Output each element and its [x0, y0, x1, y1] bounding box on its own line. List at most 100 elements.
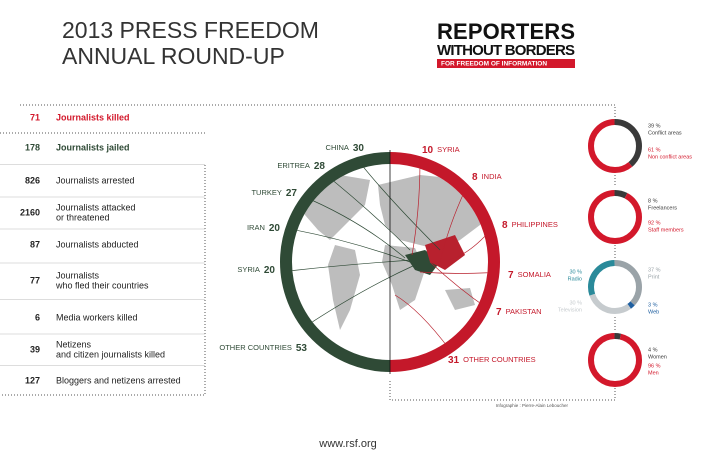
donut-segment	[588, 190, 642, 244]
donut-label: Non conflict areas	[648, 154, 692, 160]
ring-killed	[389, 152, 500, 372]
donut-segment	[588, 333, 642, 387]
donut-value: 3 %	[648, 302, 658, 308]
country-count: 31	[448, 355, 460, 366]
donut-value: 37 %	[648, 267, 661, 273]
donut-value: 30 %	[569, 300, 582, 306]
stat-label: who fled their countries	[55, 280, 149, 290]
country-killed: 31 OTHER COUNTRIES	[448, 355, 536, 366]
country-name: ERITREA	[277, 161, 310, 170]
country-name: SOMALIA	[518, 270, 551, 279]
country-name: INDIA	[482, 172, 502, 181]
donut-value: 4 %	[648, 347, 658, 353]
country-count: 53	[296, 343, 308, 354]
country-count: 30	[353, 143, 365, 154]
country-jailed: IRAN 20	[247, 223, 280, 234]
donut-label: Women	[648, 354, 667, 360]
logo-tagline: FOR FREEDOM OF INFORMATION	[441, 61, 547, 68]
country-name: TURKEY	[251, 188, 281, 197]
stat-number: 71	[30, 112, 40, 122]
stat-number: 87	[30, 239, 40, 249]
stat-label: Journalists abducted	[56, 239, 139, 249]
donut-label: Radio	[568, 276, 582, 282]
stat-label: Journalists	[56, 270, 100, 280]
donut-segment	[588, 119, 642, 173]
donut-label: Television	[558, 307, 582, 313]
country-jailed: OTHER COUNTRIES 53	[219, 343, 307, 354]
donut-label: Freelancers	[648, 205, 677, 211]
donut-segment	[588, 260, 642, 314]
country-count: 8	[502, 220, 508, 231]
country-killed: 8 PHILIPPINES	[502, 220, 558, 231]
stat-number: 39	[30, 344, 40, 354]
country-name: SYRIA	[237, 265, 260, 274]
stat-number: 6	[35, 312, 40, 322]
country-count: 20	[264, 265, 276, 276]
donut-label: Web	[648, 309, 659, 315]
stat-number: 826	[25, 175, 40, 185]
country-count: 28	[314, 161, 326, 172]
country-name: PAKISTAN	[506, 307, 542, 316]
donut-label: Staff members	[648, 227, 684, 233]
country-name: SYRIA	[437, 145, 460, 154]
country-name: CHINA	[326, 143, 349, 152]
donut-value: 96 %	[648, 363, 661, 369]
logo: REPORTERS	[437, 19, 575, 44]
country-jailed: ERITREA 28	[277, 161, 325, 172]
stat-label: Journalists jailed	[56, 142, 130, 152]
country-killed: 7 SOMALIA	[508, 270, 551, 281]
donut-label: Print	[648, 274, 660, 280]
country-killed: 7 PAKISTAN	[496, 307, 542, 318]
donut-value: 30 %	[569, 269, 582, 275]
country-count: 27	[286, 188, 298, 199]
title: ANNUAL ROUND-UP	[62, 43, 285, 69]
country-killed: 8 INDIA	[472, 172, 502, 183]
country-name: OTHER COUNTRIES	[463, 355, 536, 364]
country-count: 7	[508, 270, 514, 281]
frame	[0, 165, 206, 396]
url: www.rsf.org	[318, 438, 376, 450]
stat-number: 127	[25, 375, 40, 385]
logo: WITHOUT BORDERS	[437, 42, 575, 59]
donut-label: Men	[648, 370, 659, 376]
donut-bg	[587, 118, 643, 174]
donut-bg	[587, 189, 643, 245]
stat-number: 77	[30, 275, 40, 285]
stat-label: Journalists attacked	[56, 202, 136, 212]
donut-value: 61 %	[648, 147, 661, 153]
stat-label: Journalists killed	[56, 112, 130, 122]
stat-label: Journalists arrested	[56, 175, 135, 185]
stat-label: Netizens	[56, 339, 92, 349]
country-count: 20	[269, 223, 281, 234]
stat-label: Media workers killed	[56, 312, 138, 322]
donut-label: Conflict areas	[648, 130, 682, 136]
country-name: PHILIPPINES	[512, 220, 558, 229]
country-name: IRAN	[247, 223, 265, 232]
stat-label: or threatened	[56, 212, 110, 222]
donut-segment	[588, 190, 642, 244]
donut-segment	[588, 260, 642, 314]
country-jailed: TURKEY 27	[251, 188, 297, 199]
ring-jailed	[280, 152, 391, 372]
stat-number: 178	[25, 142, 40, 152]
country-count: 7	[496, 307, 502, 318]
stat-number: 2160	[20, 207, 40, 217]
donut-bg	[587, 259, 643, 315]
stat-label: Bloggers and netizens arrested	[56, 375, 181, 385]
credit: Infographie : Pierre-Alain Leboucher	[496, 403, 569, 408]
logo-bar	[437, 59, 575, 68]
country-killed: 10 SYRIA	[422, 145, 460, 156]
country-name: OTHER COUNTRIES	[219, 343, 292, 352]
stat-label: and citizen journalists killed	[56, 349, 165, 359]
country-count: 8	[472, 172, 478, 183]
country-count: 10	[422, 145, 434, 156]
donut-value: 8 %	[648, 198, 658, 204]
country-jailed: CHINA 30	[326, 143, 365, 154]
donut-value: 92 %	[648, 220, 661, 226]
donut-segment	[588, 119, 642, 173]
country-jailed: SYRIA 20	[237, 265, 275, 276]
frame	[20, 104, 616, 401]
donut-value: 39 %	[648, 123, 661, 129]
donut-bg	[587, 332, 643, 388]
